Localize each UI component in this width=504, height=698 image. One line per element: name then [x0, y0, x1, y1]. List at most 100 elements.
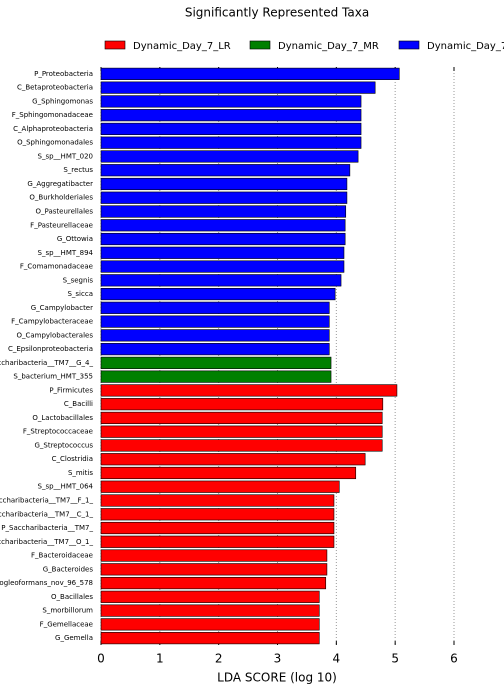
bar [100, 81, 376, 94]
y-tick-label: F_Gemellaceae [40, 620, 93, 628]
y-tick-label: G_Sphingomonas [32, 97, 93, 105]
bar [100, 384, 398, 397]
bar [100, 370, 332, 383]
y-tick-label: G_Gemella [55, 634, 93, 642]
x-tick-label: 2 [215, 652, 223, 666]
bar [100, 205, 347, 218]
bar [100, 136, 362, 149]
y-tick-label: G_Campylobacter [31, 304, 93, 312]
bar [100, 191, 348, 204]
chart-title: Significantly Represented Taxa [185, 6, 369, 20]
y-tick-label: C_Epsilonproteobacteria [8, 345, 93, 353]
y-tick-label: C_Bacilli [64, 400, 93, 408]
y-tick-label: ogleoformans_nov_96_578 [0, 579, 93, 587]
y-tick-label: O_Burkholderiales [29, 194, 93, 202]
x-tick-label: 0 [97, 652, 105, 666]
bar [100, 274, 342, 287]
bar [100, 480, 340, 493]
bar [100, 453, 366, 466]
y-tick-label: C_Alphaproteobacteria [13, 125, 93, 133]
bar [100, 356, 332, 369]
bar [100, 329, 330, 342]
y-tick-label: P_Saccharibacteria__TM7_ [1, 524, 93, 532]
bar [100, 398, 384, 411]
x-tick-label: 5 [391, 652, 399, 666]
bar [100, 632, 320, 645]
y-tick-label: ccharibacteria__TM7__F_1_ [0, 497, 93, 505]
y-tick-label: O_Lactobacillales [32, 414, 93, 422]
y-tick-label: G_Bacteroides [43, 565, 94, 573]
bar [100, 508, 335, 521]
y-tick-label: S_bacterium_HMT_355 [13, 373, 93, 381]
legend-swatch [104, 40, 126, 50]
bar [100, 521, 335, 535]
bar [100, 549, 328, 562]
bar [100, 576, 327, 590]
bar [100, 177, 348, 191]
y-tick-label: P_Proteobacteria [34, 70, 93, 78]
bar [100, 439, 383, 452]
y-tick-label: ccharibacteria__TM7__C_1_ [0, 510, 93, 518]
legend-label: Dynamic_Day_7_LR [133, 41, 231, 52]
bar [100, 164, 351, 177]
y-tick-label: S_mitis [68, 469, 93, 477]
y-tick-label: O_Sphingomonadales [17, 139, 93, 147]
y-tick-label: P_Firmicutes [49, 386, 93, 394]
bar [100, 232, 346, 246]
bar [100, 150, 359, 163]
y-tick-label: G_Aggregatibacter [27, 180, 93, 188]
y-tick-label: S_sp__HMT_020 [38, 152, 93, 160]
legend-swatch [398, 40, 420, 50]
bar [100, 260, 345, 273]
x-tick-label: 3 [274, 652, 282, 666]
legend-label: Dynamic_Day_7 [427, 41, 504, 52]
bar [100, 604, 320, 617]
y-tick-label: S_sicca [67, 290, 93, 298]
bar [100, 343, 330, 356]
bar [100, 95, 362, 108]
bar [100, 466, 357, 480]
x-axis-label: LDA SCORE (log 10) [217, 671, 337, 685]
y-tick-label: F_Bacteroidaceae [31, 552, 93, 560]
y-tick-label: C_Betaproteobacteria [17, 84, 93, 92]
bar [100, 109, 362, 122]
bar [100, 535, 335, 548]
bar [100, 67, 400, 80]
y-tick-label: F_Streptococcaceae [23, 428, 93, 436]
y-tick-label: F_Campylobacteraceae [11, 318, 93, 326]
bar [100, 618, 320, 631]
y-tick-label: F_Comamonadaceae [20, 263, 93, 271]
y-tick-label: O_Campylobacterales [16, 331, 93, 339]
y-tick-label: G_Streptococcus [34, 441, 93, 449]
bar [100, 411, 383, 425]
y-tick-label: S_sp__HMT_894 [38, 249, 94, 257]
y-tick-label: S_segnis [63, 276, 94, 284]
bar [100, 287, 336, 301]
y-tick-label: F_Pasteurellaceae [30, 221, 93, 229]
y-tick-label: ccharibacteria__TM7__G_4_ [0, 359, 93, 367]
bar [100, 590, 320, 603]
bar [100, 315, 330, 328]
legend-swatch [249, 40, 271, 50]
bar [100, 563, 328, 576]
x-tick-label: 1 [156, 652, 164, 666]
bar [100, 494, 335, 507]
bar [100, 425, 383, 438]
y-tick-label: O_Pasteurellales [36, 208, 94, 216]
y-tick-label: O_Bacillales [51, 593, 93, 601]
bar [100, 301, 330, 314]
legend-label: Dynamic_Day_7_MR [278, 41, 379, 52]
y-tick-label: F_Sphingomonadaceae [12, 111, 93, 119]
y-tick-label: S_morbillorum [42, 607, 93, 615]
y-tick-label: C_Clostridia [52, 455, 93, 463]
bar [100, 122, 362, 136]
x-tick-label: 4 [333, 652, 341, 666]
y-tick-label: S_sp__HMT_064 [38, 483, 94, 491]
y-tick-label: S_rectus [63, 166, 93, 174]
bar [100, 219, 346, 232]
y-tick-label: ccharibacteria__TM7__O_1_ [0, 538, 93, 546]
y-tick-label: G_Ottowia [57, 235, 93, 243]
x-tick-label: 6 [450, 652, 458, 666]
bar [100, 246, 345, 259]
